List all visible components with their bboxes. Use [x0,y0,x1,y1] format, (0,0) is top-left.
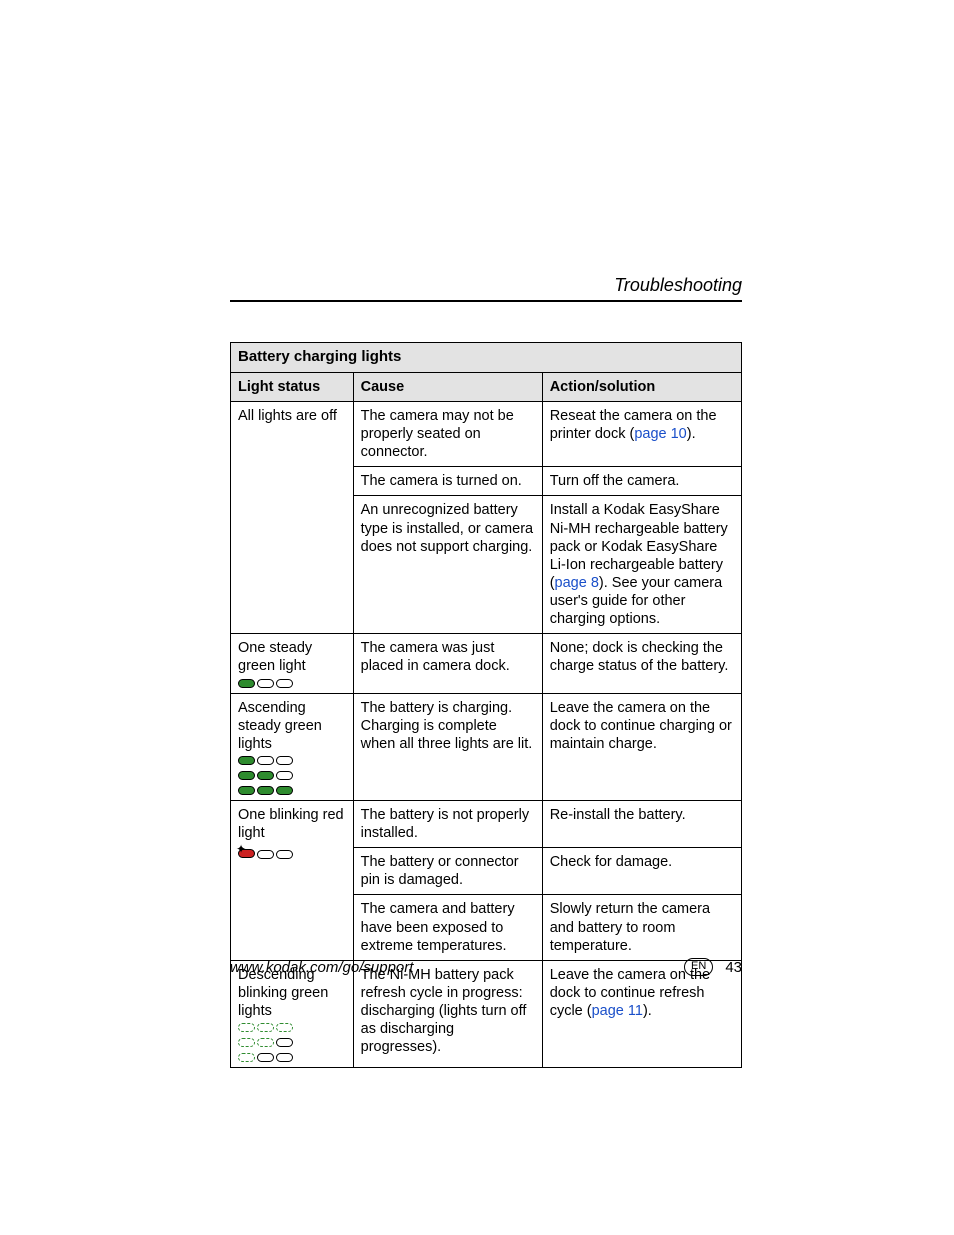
cell-cause: An unrecognized battery type is installe… [353,496,542,634]
page-footer: www.kodak.com/go/support EN 43 [230,958,742,976]
page-link[interactable]: page 8 [555,575,599,591]
cell-action: Leave the camera on the dock to continue… [542,693,741,800]
page-link[interactable]: page 11 [592,1003,643,1019]
table-row: One blinking red light ✦ The battery is … [231,800,742,847]
cell-cause: The camera and battery have been exposed… [353,895,542,960]
cell-action: Install a Kodak EasyShare Ni-MH recharge… [542,496,741,634]
led-indicator-icon [238,1020,346,1062]
cell-cause: The camera may not be properly seated on… [353,401,542,466]
led-indicator-icon [238,679,346,688]
cell-action: Slowly return the camera and battery to … [542,895,741,960]
page-number: 43 [725,959,742,976]
cell-light-status: All lights are off [231,401,354,633]
table-title: Battery charging lights [231,343,742,373]
status-label: Ascending steady green lights [238,700,322,752]
language-badge-icon: EN [684,958,713,976]
cell-cause: The Ni-MH battery pack refresh cycle in … [353,960,542,1067]
status-label: One steady green light [238,640,312,674]
table-row: All lights are off The camera may not be… [231,401,742,466]
header-cause: Cause [353,372,542,401]
cell-light-status: One blinking red light ✦ [231,800,354,960]
cell-action: Check for damage. [542,848,741,895]
table-row: Descending blinking green lights The Ni-… [231,960,742,1067]
footer-url[interactable]: www.kodak.com/go/support [230,959,413,976]
page-link[interactable]: page 10 [634,426,686,442]
cell-action: Leave the camera on the dock to continue… [542,960,741,1067]
led-indicator-icon: ✦ [238,845,346,863]
cell-cause: The battery is charging. Charging is com… [353,693,542,800]
cell-cause: The battery or connector pin is damaged. [353,848,542,895]
cell-action: Reseat the camera on the printer dock (p… [542,401,741,466]
cell-light-status: Ascending steady green lights [231,693,354,800]
table-title-row: Battery charging lights [231,343,742,373]
action-text-post: ). [687,426,696,442]
cell-cause: The battery is not properly installed. [353,800,542,847]
cell-action: Re-install the battery. [542,800,741,847]
led-indicator-icon [238,753,346,795]
action-text-post: ). [643,1003,652,1019]
cell-light-status: One steady green light [231,634,354,693]
table-row: Ascending steady green lights The batter… [231,693,742,800]
cell-light-status: Descending blinking green lights [231,960,354,1067]
cell-cause: The camera is turned on. [353,467,542,496]
section-title: Troubleshooting [230,275,742,302]
header-light-status: Light status [231,372,354,401]
table-row: One steady green light The camera was ju… [231,634,742,693]
document-page: Troubleshooting Battery charging lights … [0,0,954,1235]
cell-action: None; dock is checking the charge status… [542,634,741,693]
footer-right: EN 43 [684,958,742,976]
status-label: One blinking red light [238,807,344,841]
cell-cause: The camera was just placed in camera doc… [353,634,542,693]
header-action: Action/solution [542,372,741,401]
cell-action: Turn off the camera. [542,467,741,496]
table-header-row: Light status Cause Action/solution [231,372,742,401]
